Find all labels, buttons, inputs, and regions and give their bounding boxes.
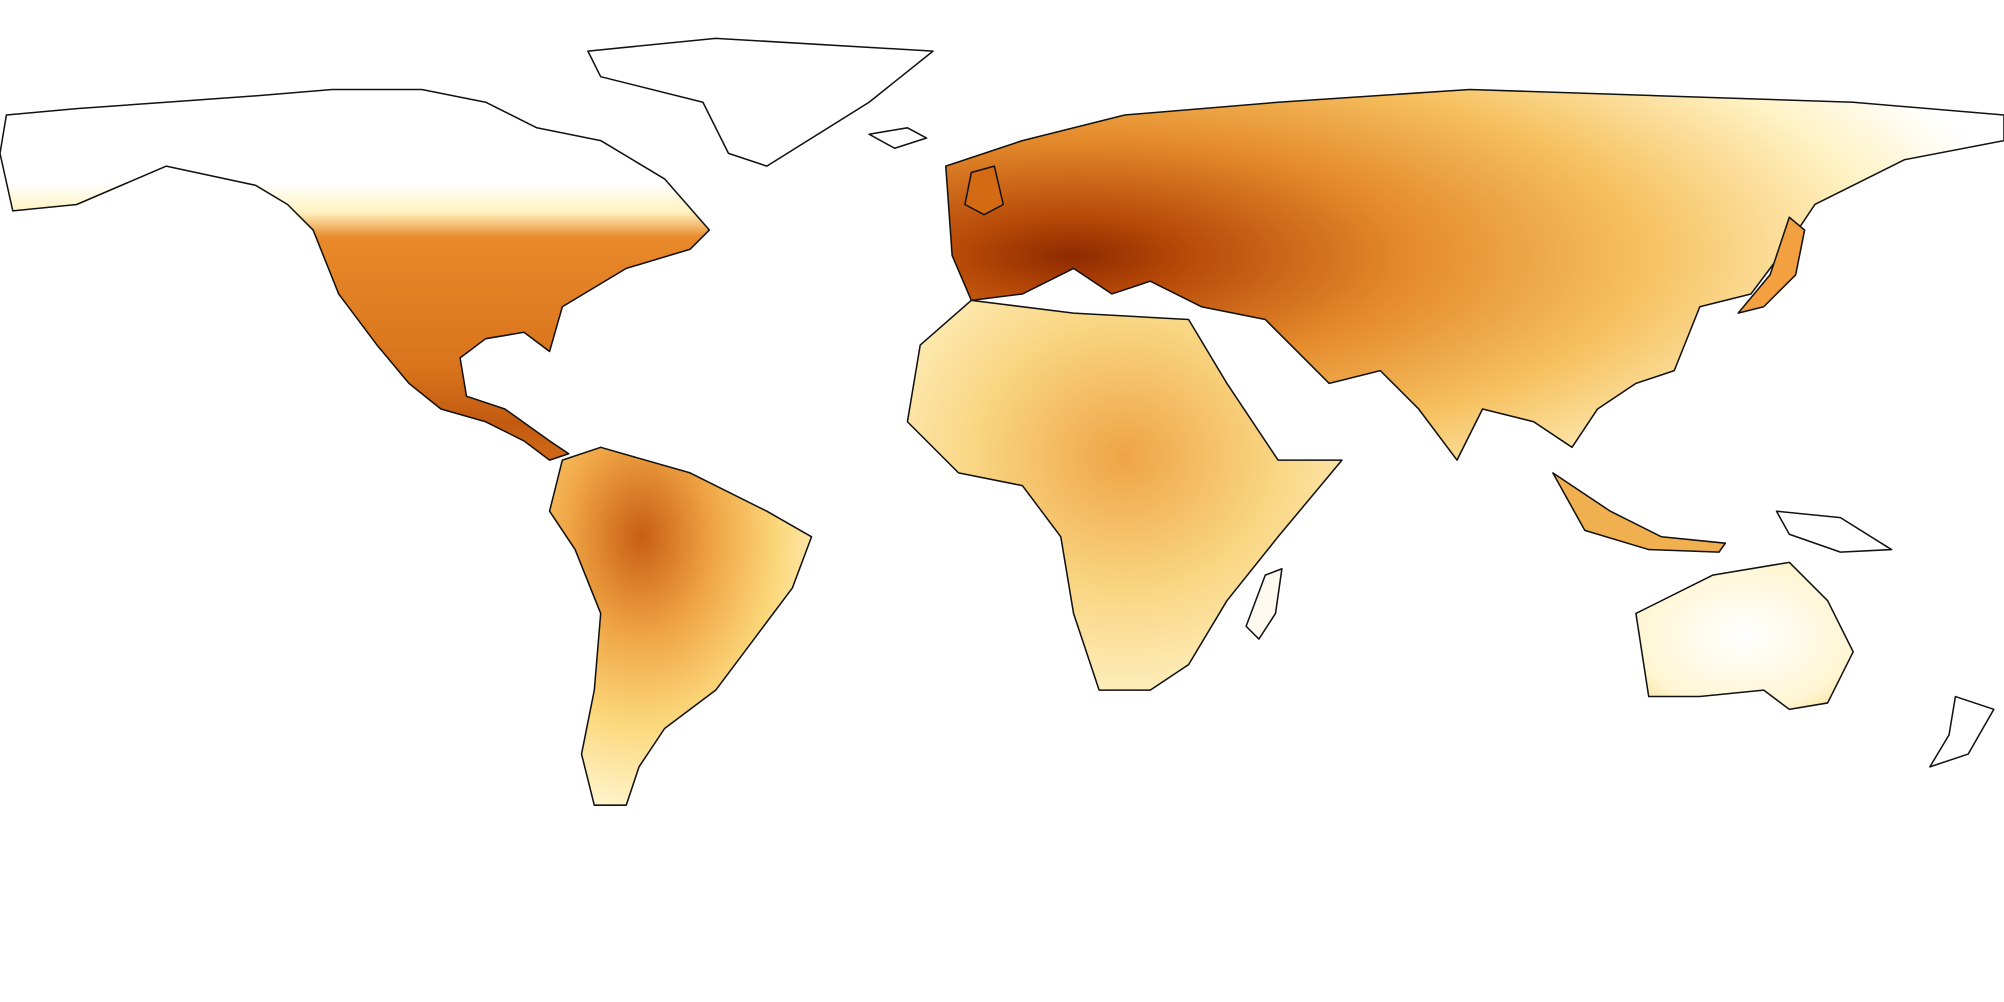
eurasia	[944, 88, 2004, 461]
new-zealand	[1929, 695, 1995, 768]
south-america	[548, 446, 813, 806]
new-guinea	[1775, 510, 1893, 553]
madagascar	[1245, 567, 1283, 640]
japan	[1737, 216, 1806, 314]
australia	[1635, 561, 1854, 711]
british-isles	[964, 165, 1005, 216]
indonesia	[1552, 472, 1727, 553]
africa	[906, 299, 1343, 691]
greenland	[587, 37, 934, 167]
north-america	[0, 88, 711, 461]
iceland	[868, 127, 928, 150]
